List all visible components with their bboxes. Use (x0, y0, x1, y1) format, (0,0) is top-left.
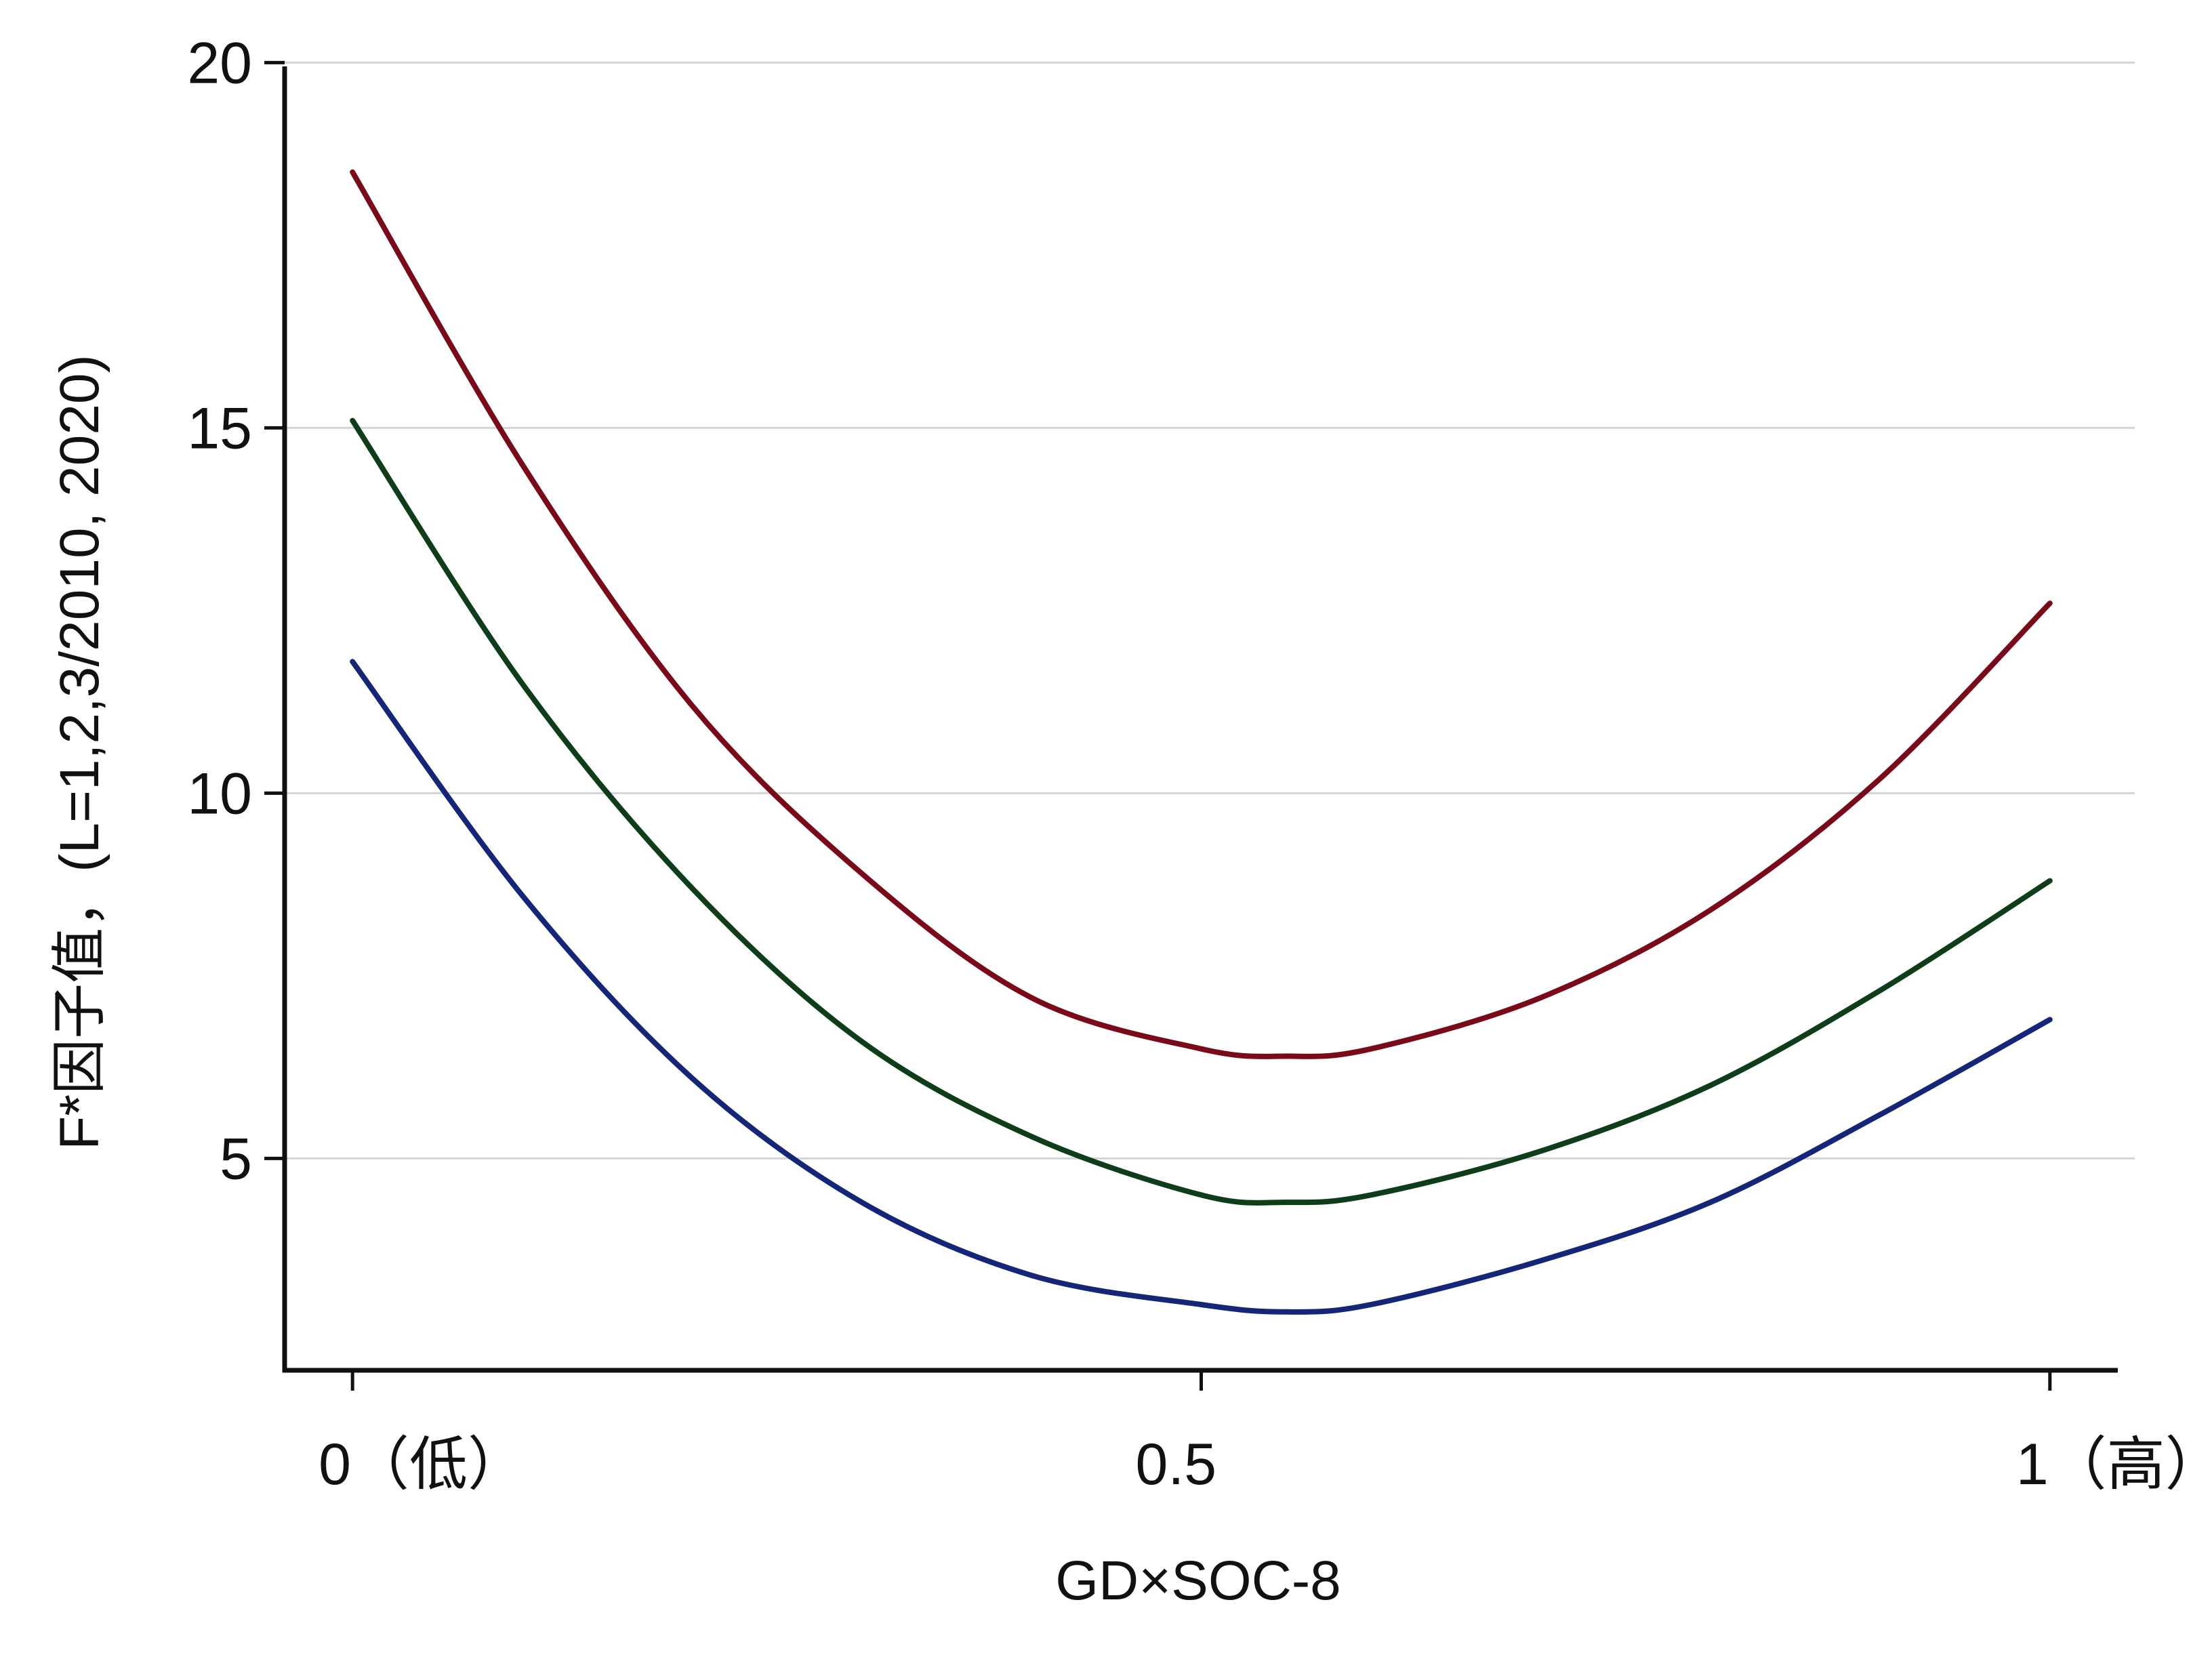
series-group (350, 169, 2053, 1315)
x-tick-label: 0.5 (1136, 1432, 1217, 1497)
series-line-3 (350, 659, 2053, 1315)
y-tick-label: 5 (220, 1126, 252, 1191)
series-line-2 (350, 417, 2053, 1206)
grid-lines (285, 61, 2135, 1160)
tick-labels: 5 10 15 20 0（低） 0.5 1（高） (187, 30, 2212, 1497)
axes (264, 60, 2118, 1391)
series-line-1 (350, 169, 2053, 1059)
y-tick-label: 20 (187, 30, 252, 96)
y-axis-title: F*因子值，(L=1,2,3/2010, 2020) (49, 354, 110, 1150)
x-tick-label: 0（低） (319, 1432, 526, 1497)
x-tick-label: 1（高） (2016, 1432, 2212, 1497)
y-tick-label: 10 (187, 761, 252, 826)
x-axis-title: GD×SOC-8 (1055, 1550, 1341, 1612)
y-tick-label: 15 (187, 396, 252, 461)
